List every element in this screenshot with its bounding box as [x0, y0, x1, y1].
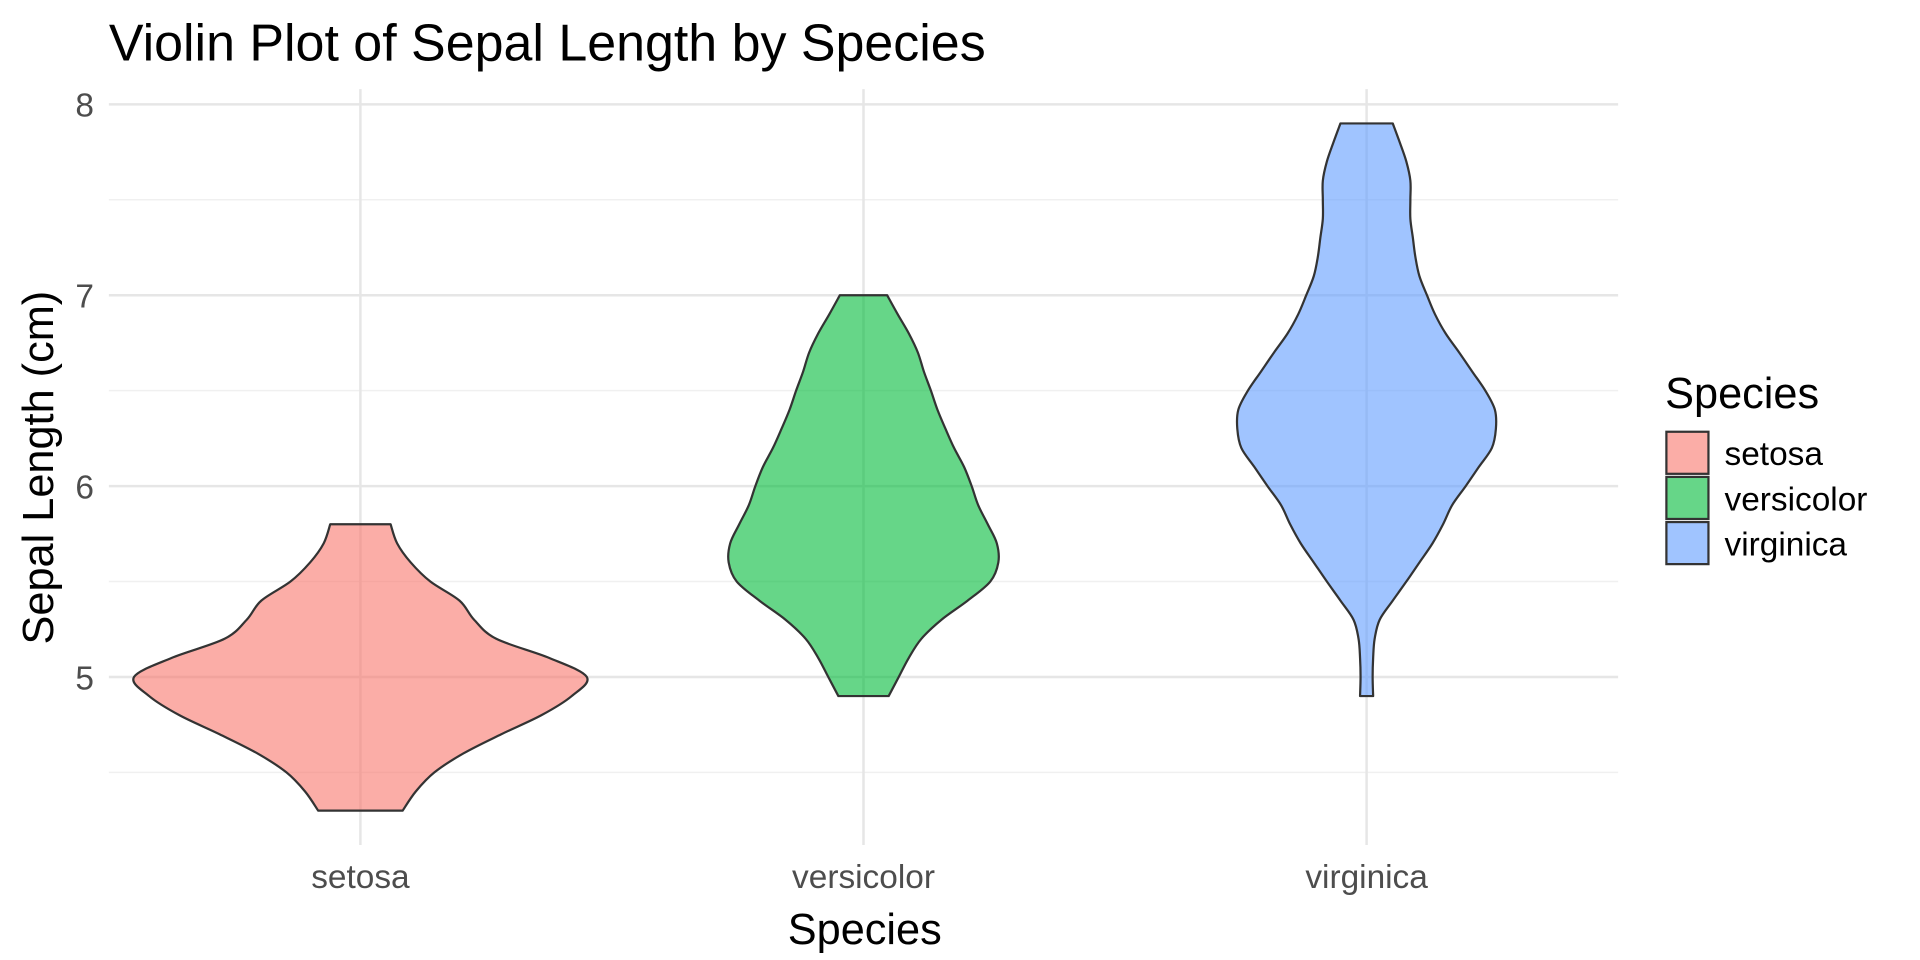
- x-tick-label: versicolor: [792, 859, 935, 896]
- violins: [132, 122, 1498, 812]
- legend-label: versicolor: [1725, 481, 1868, 518]
- legend-title: Species: [1665, 370, 1819, 418]
- violin-virginica: [1235, 122, 1498, 698]
- y-tick-label: 8: [75, 88, 94, 125]
- violin-setosa: [132, 523, 589, 812]
- legend-key-virginica: [1665, 520, 1710, 566]
- legend: Species setosa versicolor virginica: [1665, 370, 1868, 566]
- violin-versicolor: [727, 294, 1000, 698]
- x-tick-labels: setosa versicolor virginica: [311, 859, 1428, 896]
- y-axis-title: Sepal Length (cm): [15, 291, 63, 645]
- y-tick-label: 5: [75, 660, 94, 697]
- legend-key-setosa: [1665, 430, 1710, 475]
- y-tick-label: 7: [75, 279, 94, 316]
- x-axis-title: Species: [788, 906, 942, 954]
- legend-key-versicolor: [1665, 475, 1710, 521]
- legend-label: virginica: [1725, 526, 1848, 563]
- x-tick-label: virginica: [1305, 859, 1428, 896]
- x-tick-label: setosa: [311, 859, 410, 896]
- chart-title: Violin Plot of Sepal Length by Species: [109, 15, 986, 73]
- legend-label: setosa: [1725, 436, 1824, 473]
- y-tick-label: 6: [75, 469, 94, 506]
- y-tick-labels: 5 6 7 8: [75, 88, 94, 698]
